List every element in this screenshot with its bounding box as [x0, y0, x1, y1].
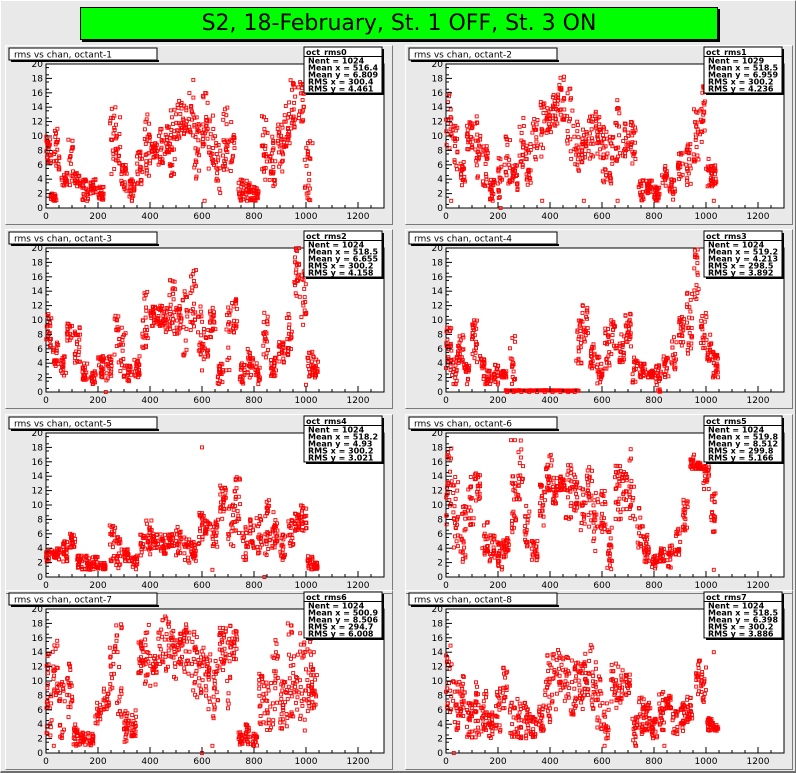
x-tick-label: 800: [245, 212, 262, 222]
y-tick-label: 16: [32, 273, 44, 283]
x-tick-label: 1000: [695, 212, 718, 222]
page-title: S2, 18-February, St. 1 OFF, St. 3 ON: [202, 11, 597, 36]
y-tick-label: 14: [32, 472, 44, 482]
x-tick-label: 600: [593, 212, 610, 222]
plot-title: rms vs chan, octant-2: [414, 51, 512, 61]
x-tick-label: 400: [141, 396, 158, 406]
x-tick-label: 400: [141, 212, 158, 222]
y-tick-label: 10: [32, 501, 44, 511]
page-title-banner: S2, 18-February, St. 1 OFF, St. 3 ON: [80, 7, 718, 40]
y-tick-label: 8: [437, 330, 443, 340]
x-tick-label: 0: [443, 396, 449, 406]
x-tick-label: 1000: [295, 212, 318, 222]
y-tick-label: 14: [32, 287, 44, 297]
y-tick-label: 2: [37, 559, 43, 569]
y-tick-label: 12: [32, 487, 43, 497]
y-tick-label: 14: [432, 103, 444, 113]
y-tick-label: 16: [432, 273, 444, 283]
y-tick-label: 18: [432, 258, 444, 268]
y-tick-label: 6: [37, 345, 43, 355]
y-tick-label: 10: [32, 316, 44, 326]
y-tick-label: 4: [437, 359, 443, 369]
y-tick-label: 8: [37, 146, 43, 156]
y-tick-label: 6: [37, 530, 43, 540]
x-tick-label: 400: [541, 396, 558, 406]
x-tick-label: 1000: [695, 396, 718, 406]
y-tick-label: 4: [437, 175, 443, 185]
y-tick-label: 8: [437, 146, 443, 156]
plot-title: rms vs chan, octant-3: [14, 235, 112, 245]
y-tick-label: 14: [32, 103, 44, 113]
y-tick-label: 12: [432, 302, 443, 312]
y-tick-label: 18: [32, 258, 44, 268]
x-tick-label: 200: [89, 212, 106, 222]
y-tick-label: 16: [32, 89, 44, 99]
x-tick-label: 0: [43, 396, 49, 406]
y-tick-label: 6: [437, 161, 443, 171]
y-tick-label: 18: [32, 74, 44, 84]
y-tick-label: 14: [432, 287, 444, 297]
x-tick-label: 800: [645, 396, 662, 406]
x-tick-label: 1200: [347, 396, 370, 406]
x-tick-label: 1000: [295, 396, 318, 406]
y-tick-label: 8: [37, 515, 43, 525]
y-tick-label: 2: [437, 190, 443, 200]
plot-title: rms vs chan, octant-1: [14, 51, 112, 61]
y-tick-label: 4: [37, 544, 43, 554]
x-tick-label: 400: [541, 212, 558, 222]
y-tick-label: 2: [37, 374, 43, 384]
y-tick-label: 4: [37, 175, 43, 185]
y-tick-label: 6: [437, 345, 443, 355]
x-tick-label: 200: [89, 396, 106, 406]
x-tick-label: 600: [593, 396, 610, 406]
x-tick-label: 0: [43, 212, 49, 222]
y-tick-label: 18: [32, 443, 44, 453]
y-tick-label: 8: [37, 330, 43, 340]
x-tick-label: 200: [489, 212, 506, 222]
x-tick-label: 1200: [747, 396, 770, 406]
y-tick-label: 10: [432, 132, 444, 142]
x-tick-label: 0: [443, 212, 449, 222]
plot-title: rms vs chan, octant-5: [14, 420, 112, 430]
y-tick-label: 2: [37, 190, 43, 200]
y-tick-label: 2: [437, 374, 443, 384]
y-tick-label: 10: [32, 132, 44, 142]
stats-rms-y: RMS y = 3.021: [308, 454, 374, 463]
y-tick-label: 12: [432, 118, 443, 128]
stats-rms-y: RMS y = 4.236: [708, 85, 774, 94]
stats-rms-y: RMS y = 3.892: [708, 269, 773, 278]
y-tick-label: 6: [37, 161, 43, 171]
plot-title: rms vs chan, octant-4: [414, 235, 512, 245]
x-tick-label: 600: [193, 396, 210, 406]
y-tick-label: 18: [432, 74, 444, 84]
x-tick-label: 600: [193, 212, 210, 222]
stats-rms-y: RMS y = 4.461: [308, 85, 374, 94]
x-tick-label: 800: [645, 212, 662, 222]
y-tick-label: 12: [32, 118, 43, 128]
x-tick-label: 1200: [347, 212, 370, 222]
x-tick-label: 800: [245, 396, 262, 406]
y-tick-label: 12: [32, 302, 43, 312]
x-tick-label: 200: [489, 396, 506, 406]
y-tick-label: 16: [32, 458, 44, 468]
y-tick-label: 16: [432, 89, 444, 99]
y-tick-label: 10: [432, 316, 444, 326]
y-tick-label: 4: [37, 359, 43, 369]
x-tick-label: 1200: [747, 212, 770, 222]
stats-rms-y: RMS y = 4.158: [308, 269, 374, 278]
